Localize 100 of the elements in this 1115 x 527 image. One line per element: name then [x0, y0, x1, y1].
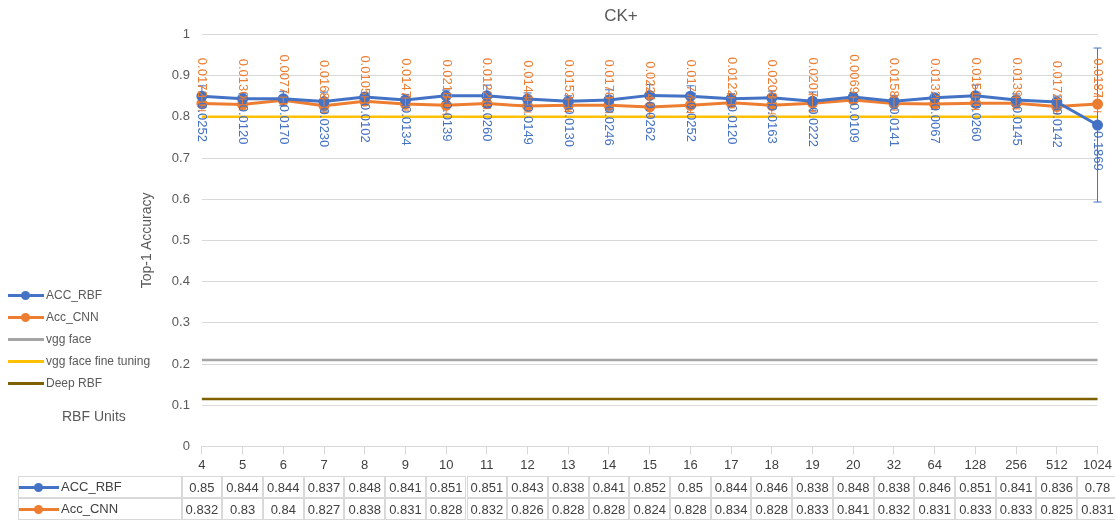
data-label: 0.826 — [507, 498, 548, 520]
annotation: 0.0120 — [236, 104, 252, 145]
annotation: 0.0069 — [846, 54, 862, 94]
y-axis-title: Top-1 Accuracy — [138, 192, 155, 289]
data-label: 0.84 — [262, 498, 304, 520]
data-label: 0.827 — [303, 498, 345, 520]
annotation: 0.0187 — [1090, 58, 1106, 99]
annotation: 0.0139 — [1009, 57, 1025, 98]
data-label: 0.843 — [507, 476, 548, 498]
annotation: 0.0147 — [398, 58, 414, 99]
y-tick-label: 0.2 — [171, 355, 190, 371]
y-tick-label: 0.1 — [171, 396, 190, 412]
data-label: 0.851 — [955, 476, 996, 498]
annotation: 0.0178 — [602, 59, 618, 100]
annotation: 0.0145 — [1009, 105, 1025, 146]
y-tick-label: 0.4 — [171, 273, 190, 289]
data-label: 0.825 — [1036, 498, 1078, 520]
annotation: 0.0134 — [398, 105, 414, 146]
data-label: 0.836 — [1036, 476, 1078, 498]
y-tick-label: 0.6 — [171, 190, 190, 206]
annotation: 0.0067 — [928, 103, 944, 144]
data-label: 0.837 — [303, 476, 345, 498]
data-label: 0.833 — [995, 498, 1037, 520]
x-tick-label: 1024 — [1083, 456, 1112, 472]
data-label: 0.833 — [955, 498, 996, 520]
annotation: 0.0172 — [195, 57, 211, 98]
data-label: 0.848 — [832, 476, 874, 498]
legend-label: ACC_RBF — [46, 288, 103, 302]
annotation: 0.0152 — [561, 59, 577, 100]
data-label: 0.83 — [222, 498, 263, 520]
data-label: 0.838 — [547, 476, 589, 498]
annotation: 0.0207 — [805, 57, 821, 98]
annotation: 0.0158 — [887, 57, 903, 98]
annotation: 0.0168 — [317, 59, 333, 100]
annotation: 0.0130 — [561, 107, 577, 147]
annotation: 0.0144 — [520, 60, 536, 101]
data-label: 0.828 — [588, 498, 630, 520]
annotation: 0.0163 — [765, 103, 781, 144]
x-tick-label: 18 — [764, 456, 780, 472]
data-label: 0.832 — [466, 498, 508, 520]
data-label: 0.838 — [873, 476, 915, 498]
annotation: 0.0230 — [317, 107, 333, 148]
data-label: 0.831 — [1077, 498, 1115, 520]
y-tick-label: 0.7 — [171, 149, 190, 165]
x-tick-label: 10 — [438, 456, 454, 472]
x-tick-label: 64 — [927, 456, 942, 472]
annotation: 0.0139 — [439, 101, 455, 142]
data-label: 0.832 — [181, 498, 223, 520]
data-label: 0.844 — [222, 476, 263, 498]
x-tick-label: 13 — [561, 456, 576, 472]
annotation: 0.0260 — [968, 101, 984, 142]
data-label: 0.828 — [751, 498, 793, 520]
legend-label: vgg face — [46, 332, 92, 346]
data-label: 0.831 — [914, 498, 956, 520]
y-tick-label: 0.5 — [171, 231, 190, 247]
annotation: 0.0262 — [643, 101, 659, 142]
y-tick-label: 1 — [182, 25, 190, 41]
annotation: 0.0141 — [887, 107, 903, 147]
annotation: 0.0151 — [968, 57, 984, 98]
data-label: 0.828 — [547, 498, 589, 520]
data-label: 0.852 — [629, 476, 671, 498]
data-label: 0.846 — [914, 476, 956, 498]
annotation: 0.0224 — [643, 61, 659, 101]
x-tick-label: 32 — [886, 456, 902, 472]
annotation: 0.0218 — [439, 59, 455, 100]
data-label: 0.824 — [629, 498, 671, 520]
x-tick-label: 16 — [683, 456, 698, 472]
data-label: 0.78 — [1077, 476, 1115, 498]
annotation: 0.0260 — [480, 101, 496, 142]
data-label: 0.828 — [670, 498, 711, 520]
data-label: 0.844 — [710, 476, 752, 498]
x-tick-label: 128 — [964, 456, 987, 472]
x-tick-label: 4 — [198, 456, 206, 472]
annotation: 0.0208 — [765, 59, 781, 100]
annotation: 0.0109 — [846, 103, 862, 143]
data-label: 0.841 — [995, 476, 1037, 498]
x-tick-label: 9 — [401, 456, 410, 472]
y-tick-label: 0 — [182, 437, 190, 453]
x-axis-title: RBF Units — [62, 408, 126, 424]
data-label: 0.831 — [385, 498, 426, 520]
annotation: 0.0077 — [276, 54, 292, 95]
legend-label: Deep RBF — [46, 376, 103, 390]
y-tick-label: 0.3 — [171, 314, 190, 330]
annotation: 0.0246 — [602, 105, 618, 146]
x-tick-label: 6 — [279, 456, 287, 472]
annotation: 0.0170 — [276, 104, 292, 145]
data-label: 0.833 — [792, 498, 833, 520]
annotation: 0.0130 — [236, 58, 252, 99]
x-tick-label: 12 — [520, 456, 535, 472]
data-label: 0.841 — [588, 476, 630, 498]
annotation: 0.0122 — [480, 57, 496, 98]
x-tick-label: 5 — [238, 456, 247, 472]
data-label: 0.834 — [710, 498, 752, 520]
data-label: 0.846 — [751, 476, 793, 498]
text: Acc_CNN — [61, 501, 119, 516]
data-label: 0.848 — [344, 476, 386, 498]
annotation: 0.0172 — [1050, 60, 1066, 101]
data-label: 0.851 — [425, 476, 467, 498]
x-tick-label: 512 — [1045, 456, 1068, 472]
annotation: 0.0132 — [928, 58, 944, 99]
